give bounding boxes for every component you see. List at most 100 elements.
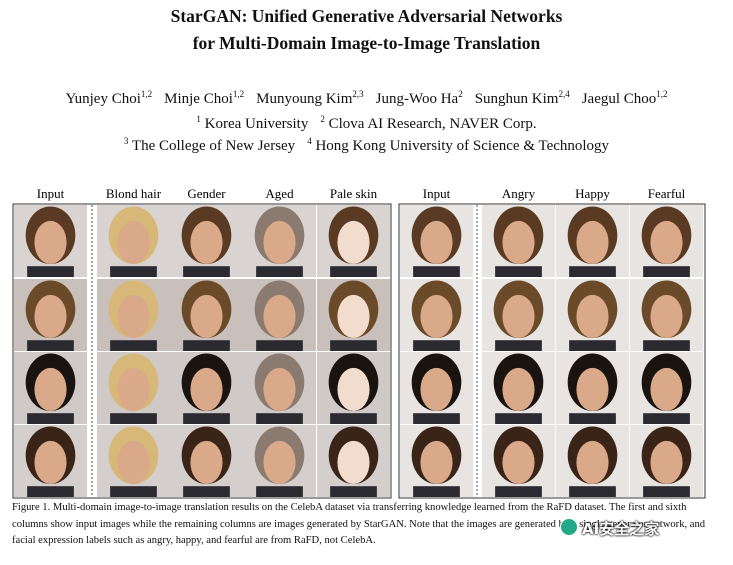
shoulders bbox=[256, 486, 303, 497]
author-name: Munyoung Kim bbox=[256, 91, 353, 107]
author-name: Jaegul Choo bbox=[581, 91, 657, 107]
shoulders bbox=[569, 266, 616, 277]
author-sup: 1,2 bbox=[140, 89, 153, 99]
shoulders bbox=[110, 413, 157, 424]
face bbox=[420, 294, 453, 339]
shoulders bbox=[495, 486, 542, 497]
shoulders bbox=[27, 413, 74, 424]
authors: Yunjey Choi1,2 Minje Choi1,2 Munyoung Kim2… bbox=[0, 89, 733, 108]
column-header: Blond hair bbox=[106, 186, 162, 201]
column-header: Gender bbox=[187, 186, 226, 201]
face bbox=[34, 220, 67, 265]
shoulders bbox=[27, 266, 74, 277]
face bbox=[502, 220, 535, 265]
shoulders bbox=[569, 413, 616, 424]
shoulders bbox=[256, 266, 303, 277]
face bbox=[190, 294, 223, 339]
shoulders bbox=[330, 413, 377, 424]
author-sup: 2,3 bbox=[352, 89, 364, 99]
author-sup: 1,2 bbox=[232, 89, 245, 99]
face bbox=[263, 220, 296, 265]
shoulders bbox=[330, 486, 377, 497]
affiliation-text: Hong Kong University of Science & Techno… bbox=[315, 138, 610, 154]
author-sup: 2,4 bbox=[558, 89, 570, 99]
face bbox=[650, 440, 683, 485]
shoulders bbox=[110, 340, 157, 351]
shoulders bbox=[569, 340, 616, 351]
face bbox=[34, 440, 67, 485]
face bbox=[337, 440, 370, 485]
affiliation: 1 Korea University bbox=[196, 114, 309, 132]
face bbox=[190, 440, 223, 485]
face bbox=[576, 294, 609, 339]
shoulders bbox=[110, 266, 157, 277]
affiliations: 3 The College of New Jersey 4 Hong Kong U… bbox=[0, 136, 733, 155]
affiliation-text: The College of New Jersey bbox=[131, 138, 296, 154]
author-name: Minje Choi bbox=[164, 91, 233, 107]
watermark-icon bbox=[560, 518, 578, 536]
column-header: Angry bbox=[502, 186, 536, 201]
shoulders bbox=[643, 413, 690, 424]
author-name: Yunjey Choi bbox=[65, 91, 141, 107]
column-header: Happy bbox=[575, 186, 610, 201]
affiliation: 3 The College of New Jersey bbox=[123, 136, 296, 154]
watermark-text: AI安全之家 bbox=[582, 520, 660, 538]
shoulders bbox=[495, 266, 542, 277]
author: Munyoung Kim2,3 bbox=[256, 89, 364, 107]
affiliations: 1 Korea University 2 Clova AI Research, N… bbox=[0, 114, 733, 133]
column-header: Pale skin bbox=[330, 186, 378, 201]
affiliation-text: Korea University bbox=[204, 116, 309, 132]
face bbox=[117, 294, 150, 339]
title-line: StarGAN: Unified Generative Adversarial … bbox=[170, 6, 563, 26]
shoulders bbox=[413, 413, 460, 424]
face bbox=[117, 220, 150, 265]
caption: Figure 1. Multi-domain image-to-image tr… bbox=[12, 502, 706, 547]
shoulders bbox=[643, 340, 690, 351]
title-line: for Multi-Domain Image-to-Image Translat… bbox=[192, 33, 541, 53]
affiliation: 4 Hong Kong University of Science & Tech… bbox=[307, 136, 610, 154]
face bbox=[420, 367, 453, 412]
shoulders bbox=[569, 486, 616, 497]
author: Yunjey Choi1,2 bbox=[65, 89, 153, 107]
face bbox=[263, 367, 296, 412]
shoulders bbox=[27, 340, 74, 351]
shoulders bbox=[183, 340, 230, 351]
affiliation: 2 Clova AI Research, NAVER Corp. bbox=[320, 114, 537, 132]
face bbox=[34, 367, 67, 412]
shoulders bbox=[643, 266, 690, 277]
affiliation-sup: 3 bbox=[123, 136, 129, 146]
face bbox=[190, 220, 223, 265]
face bbox=[650, 294, 683, 339]
shoulders bbox=[183, 413, 230, 424]
column-header: Aged bbox=[265, 186, 294, 201]
face bbox=[337, 294, 370, 339]
face bbox=[576, 367, 609, 412]
shoulders bbox=[330, 340, 377, 351]
face bbox=[576, 440, 609, 485]
affiliation-text: Clova AI Research, NAVER Corp. bbox=[328, 116, 537, 132]
shoulders bbox=[413, 266, 460, 277]
face bbox=[263, 294, 296, 339]
column-header: Input bbox=[423, 186, 451, 201]
shoulders bbox=[27, 486, 74, 497]
shoulders bbox=[495, 413, 542, 424]
face bbox=[420, 220, 453, 265]
shoulders bbox=[330, 266, 377, 277]
affiliation-sup: 2 bbox=[320, 114, 325, 124]
shoulders bbox=[413, 486, 460, 497]
column-header: Fearful bbox=[648, 186, 686, 201]
author: Sunghun Kim2,4 bbox=[474, 89, 570, 107]
author-name: Sunghun Kim bbox=[474, 91, 559, 107]
group-frame bbox=[398, 203, 706, 499]
face bbox=[502, 294, 535, 339]
face bbox=[117, 367, 150, 412]
shoulders bbox=[110, 486, 157, 497]
face bbox=[650, 367, 683, 412]
watermark: AI安全之家 bbox=[560, 518, 659, 539]
author: Jaegul Choo1,2 bbox=[581, 89, 668, 107]
face bbox=[576, 220, 609, 265]
author-sup: 2 bbox=[458, 89, 463, 99]
face bbox=[650, 220, 683, 265]
group-frame bbox=[12, 203, 392, 499]
